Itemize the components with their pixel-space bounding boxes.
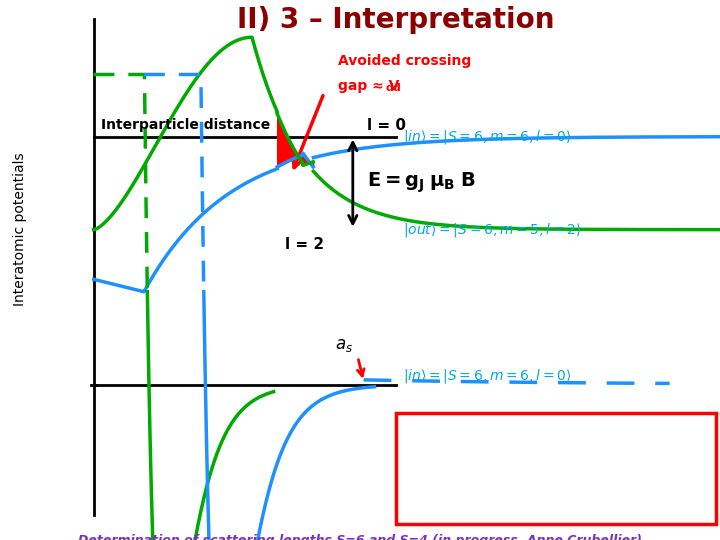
Text: dd: dd (385, 83, 401, 93)
Text: Interparticle distance: Interparticle distance (101, 118, 270, 132)
Text: $a_s$: $a_s$ (335, 336, 353, 354)
FancyBboxPatch shape (396, 413, 716, 524)
Text: $\mathbf{E = g_J \; \mu_B \; B}$: $\mathbf{E = g_J \; \mu_B \; B}$ (367, 171, 476, 195)
Text: l = 0: l = 0 (367, 118, 406, 133)
Text: gap ≈ V: gap ≈ V (338, 79, 400, 93)
Text: l = 2: l = 2 (285, 237, 324, 252)
Text: $|in\rangle = |S=6, m=6, l=0\rangle$: $|in\rangle = |S=6, m=6, l=0\rangle$ (403, 127, 572, 146)
Text: Zero coupling: Zero coupling (503, 498, 610, 512)
Text: Avoided crossing: Avoided crossing (338, 55, 472, 68)
Text: Determination of scattering lengths S=6 and S=4 (in progress, Anne Crubellier): Determination of scattering lengths S=6 … (78, 534, 642, 540)
Text: Interparticle distance = aₛ: Interparticle distance = aₛ (464, 425, 648, 438)
Text: $|out\rangle = |S=6, m=5, l=2\rangle$: $|out\rangle = |S=6, m=5, l=2\rangle$ (403, 221, 582, 239)
Text: Interatomic potentials: Interatomic potentials (13, 153, 27, 307)
Text: II) 3 – Interpretation: II) 3 – Interpretation (238, 6, 554, 34)
Text: $|in\rangle = |S=6, m=6, l=0\rangle$: $|in\rangle = |S=6, m=6, l=0\rangle$ (403, 367, 572, 384)
